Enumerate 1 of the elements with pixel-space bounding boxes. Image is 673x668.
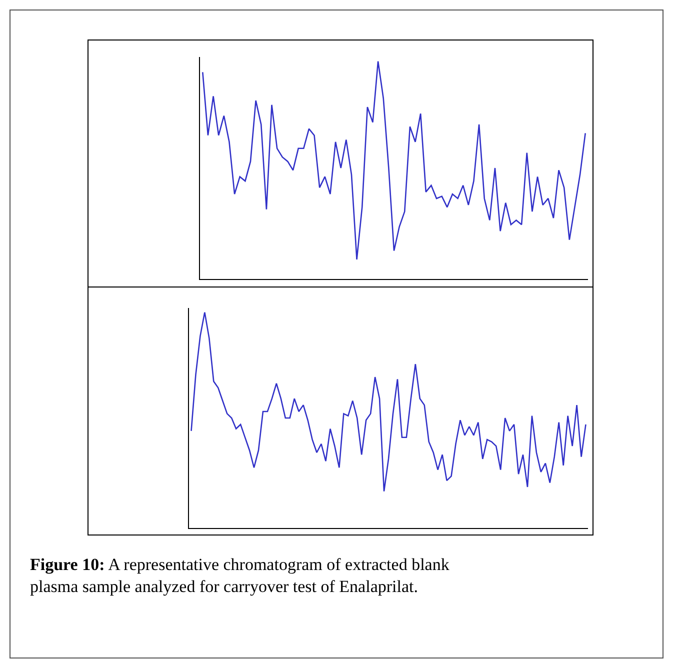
caption: Figure 10: A representative chromatogram of extracted blank plasma sample analyzed for carryover test of Enalaprilat. [30, 555, 450, 596]
